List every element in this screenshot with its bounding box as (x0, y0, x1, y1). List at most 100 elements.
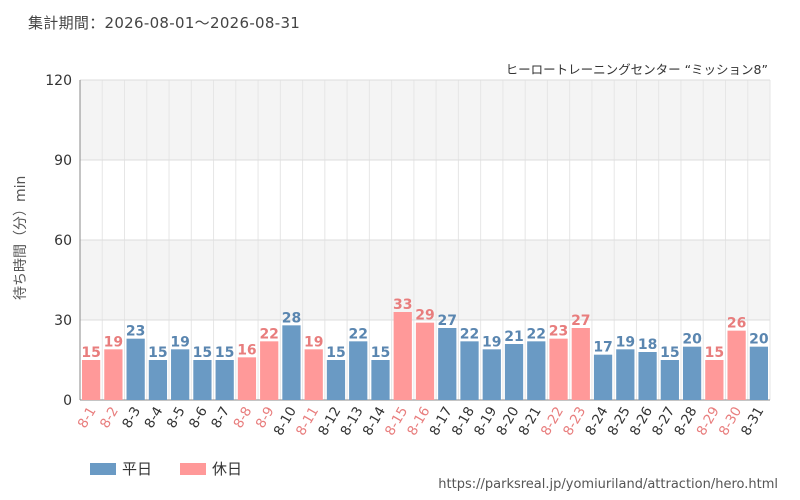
bar-8-7[interactable] (215, 360, 234, 400)
bar-value-label: 23 (126, 324, 145, 340)
bar-8-11[interactable] (304, 349, 323, 400)
bar-value-label: 22 (259, 326, 278, 342)
grid-lines (79, 79, 771, 401)
bar-value-label: 27 (571, 313, 590, 329)
x-tick-label: 8-8 (231, 404, 256, 431)
bar-8-5[interactable] (171, 349, 190, 400)
x-tick-label: 8-4 (141, 404, 166, 431)
bar-8-22[interactable] (549, 338, 568, 400)
bar-8-4[interactable] (148, 360, 168, 400)
x-tick-label: 8-17 (427, 404, 456, 439)
x-tick-label: 8-19 (471, 404, 500, 439)
y-tick-label: 30 (54, 313, 72, 329)
bar-value-label: 19 (304, 334, 323, 350)
bar-value-label: 15 (148, 345, 167, 361)
legend-swatch-holiday (180, 462, 207, 475)
bar-value-label: 28 (282, 310, 301, 326)
x-tick-label: 8-2 (97, 404, 122, 431)
bar-value-label: 19 (170, 334, 189, 350)
x-tick-label: 8-26 (627, 404, 656, 439)
bar-value-label: 15 (81, 345, 100, 361)
bar-8-9[interactable] (260, 341, 279, 400)
bar-value-label: 19 (616, 334, 635, 350)
bar-8-27[interactable] (660, 360, 679, 400)
x-tick-label: 8-11 (293, 404, 322, 439)
bar-value-label: 15 (326, 345, 345, 361)
bar-value-label: 19 (104, 334, 123, 350)
legend-swatch-weekday (90, 462, 116, 475)
bar-8-10[interactable] (282, 325, 301, 400)
x-tick-label: 8-24 (582, 404, 611, 439)
x-tick-label: 8-15 (382, 404, 411, 439)
bar-8-28[interactable] (682, 346, 702, 400)
x-tick-label: 8-23 (560, 404, 589, 439)
legend-item-holiday[interactable]: 休日 (180, 458, 242, 479)
bar-8-15[interactable] (393, 312, 412, 400)
bar-8-13[interactable] (349, 341, 368, 400)
x-tick-label: 8-29 (694, 404, 723, 439)
x-tick-label: 8-25 (605, 404, 634, 439)
y-tick-label: 60 (54, 233, 72, 249)
bar-value-label: 16 (237, 342, 256, 358)
legend-label-weekday: 平日 (122, 460, 153, 478)
bar-value-label: 33 (393, 297, 412, 313)
bar-value-label: 15 (215, 345, 234, 361)
x-tick-label: 8-21 (516, 404, 545, 439)
bar-8-24[interactable] (593, 354, 613, 400)
bar-value-label: 22 (348, 326, 367, 342)
x-tick-label: 8-1 (75, 404, 100, 431)
bar-8-16[interactable] (415, 322, 435, 400)
bar-8-12[interactable] (326, 360, 346, 400)
bar-value-label: 18 (638, 337, 657, 353)
bar-8-19[interactable] (482, 349, 501, 400)
x-tick-label: 8-6 (186, 404, 211, 431)
y-tick-labels: 0 30 60 90 120 (45, 73, 72, 409)
bar-value-label: 23 (549, 324, 568, 340)
x-tick-label: 8-28 (671, 404, 700, 439)
bar-value-label: 17 (593, 340, 612, 356)
plot-band (80, 80, 770, 160)
bar-value-label: 20 (749, 332, 769, 348)
bar-8-26[interactable] (638, 352, 657, 400)
bar-value-label: 21 (504, 329, 523, 345)
bar-8-18[interactable] (460, 341, 479, 400)
bar-8-20[interactable] (504, 344, 524, 400)
bar-value-label: 19 (482, 334, 501, 350)
x-tick-label: 8-20 (493, 404, 522, 439)
bar-8-14[interactable] (371, 360, 390, 400)
period-text: 集計期間：2026-08-01～2026-08-31 (28, 14, 301, 32)
bar-value-label: 20 (682, 332, 702, 348)
x-tick-label: 8-27 (649, 404, 678, 439)
x-tick-label: 8-13 (338, 404, 367, 439)
bar-value-label: 22 (527, 326, 546, 342)
x-tick-label: 8-18 (449, 404, 478, 439)
x-tick-label: 8-31 (738, 404, 767, 439)
bar-8-23[interactable] (571, 328, 590, 400)
bar-value-label: 27 (438, 313, 457, 329)
bar-8-29[interactable] (705, 360, 724, 400)
legend-item-weekday[interactable]: 平日 (90, 458, 152, 479)
bar-value-label: 29 (415, 308, 434, 324)
bar-8-25[interactable] (616, 349, 635, 400)
bar-value-label: 26 (727, 316, 746, 332)
bar-8-17[interactable] (438, 328, 457, 400)
bar-8-21[interactable] (527, 341, 546, 400)
x-tick-label: 8-7 (208, 404, 233, 431)
plot-band (80, 240, 770, 320)
bar-value-label: 15 (705, 345, 724, 361)
x-tick-labels: 8-18-28-38-48-58-68-78-88-98-108-118-128… (75, 404, 768, 439)
bar-8-31[interactable] (749, 346, 768, 400)
bar-8-1[interactable] (82, 360, 101, 400)
bar-8-8[interactable] (237, 357, 257, 400)
bar-8-3[interactable] (126, 338, 145, 400)
bar-8-2[interactable] (104, 349, 123, 400)
plot-band (80, 160, 770, 240)
x-tick-label: 8-16 (404, 404, 433, 439)
bar-8-6[interactable] (193, 360, 212, 400)
source-url: https://parksreal.jp/yomiuriland/attract… (438, 477, 778, 492)
y-tick-label: 120 (45, 73, 72, 89)
bar-8-30[interactable] (727, 330, 746, 400)
bar-value-label: 15 (193, 345, 212, 361)
